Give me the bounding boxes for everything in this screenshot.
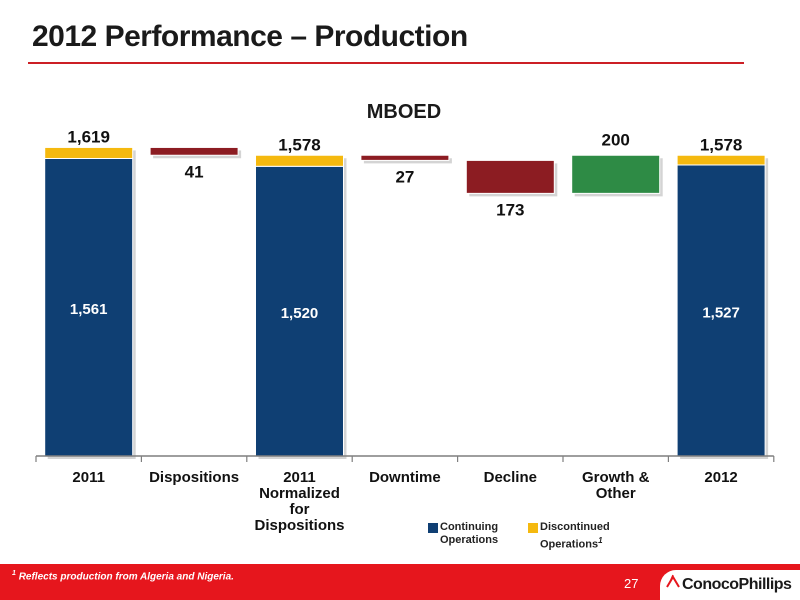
x-tick-label: 2012 — [704, 469, 737, 486]
x-tick-label: Normalized — [259, 485, 340, 502]
bar-discontinued — [676, 154, 766, 166]
legend-swatch-continuing — [428, 523, 438, 533]
bar-decrease — [149, 146, 239, 156]
data-label-change: 173 — [496, 200, 524, 219]
data-label-change: 200 — [602, 130, 630, 149]
legend-item-continuing: Continuing Operations — [428, 521, 498, 547]
x-tick-label: for — [290, 501, 310, 518]
legend-item-discontinued: Discontinued Operations1 — [528, 521, 610, 552]
data-label-continuing: 1,561 — [70, 301, 108, 318]
legend-label-line: Operations — [540, 538, 599, 551]
data-label-total: 1,578 — [278, 135, 321, 154]
footnote-text: Reflects production from Algeria and Nig… — [18, 571, 234, 583]
chart-title: MBOED — [367, 101, 441, 123]
waterfall-chart: MBOED 1,6191,561201141Dispositions1,5781… — [35, 101, 775, 534]
data-label-continuing: 1,527 — [702, 304, 740, 321]
x-tick-label: Growth & — [582, 469, 650, 486]
data-label-change: 27 — [395, 167, 414, 186]
bars-layer — [44, 146, 769, 459]
x-tick-label: Dispositions — [254, 517, 344, 534]
data-label-continuing: 1,520 — [281, 305, 319, 322]
x-tick-label: Downtime — [369, 469, 441, 486]
legend-label-discontinued: Discontinued Operations1 — [540, 521, 610, 552]
x-tick-label: Dispositions — [149, 469, 239, 486]
bar-decrease — [360, 154, 450, 161]
legend-label-line: Discontinued — [540, 521, 610, 533]
logo-mark-icon — [666, 574, 680, 588]
x-tick-label: Decline — [484, 469, 537, 486]
page-number: 27 — [624, 576, 639, 591]
x-axis — [35, 455, 775, 462]
bar-discontinued — [255, 154, 344, 167]
bar-continuing — [255, 165, 344, 457]
bar-increase — [571, 154, 661, 194]
legend-label-line: Continuing — [440, 521, 499, 533]
bar-discontinued — [44, 146, 134, 159]
data-label-change: 41 — [185, 162, 204, 181]
title-rule — [28, 62, 744, 64]
bar-continuing — [676, 164, 766, 457]
bar-decrease — [465, 159, 555, 194]
legend-label-line: Operations — [440, 534, 499, 546]
labels-layer: 1,619 1,561 2011 41 Dispositions 1,578 1,520 20… — [67, 127, 742, 534]
legend-label-continuing: Continuing Operations — [440, 521, 498, 547]
logo-text: ConocoPhillips — [682, 576, 792, 593]
x-tick-label: 2011 — [72, 469, 105, 486]
data-label-total: 1,619 — [67, 127, 110, 146]
legend-footnote-marker: 1 — [598, 536, 603, 545]
footnote-marker: 1 — [12, 570, 16, 577]
footer-bar: 1 Reflects production from Algeria and N… — [0, 564, 800, 600]
legend-swatch-discontinued — [528, 523, 538, 533]
logo: ConocoPhillips — [660, 570, 800, 600]
footnote: 1 Reflects production from Algeria and N… — [12, 570, 234, 582]
slide-title: 2012 Performance – Production — [32, 20, 468, 53]
x-tick-label: 2011 — [283, 469, 316, 486]
data-label-total: 1,578 — [700, 135, 743, 154]
x-tick-label: Other — [596, 485, 636, 502]
